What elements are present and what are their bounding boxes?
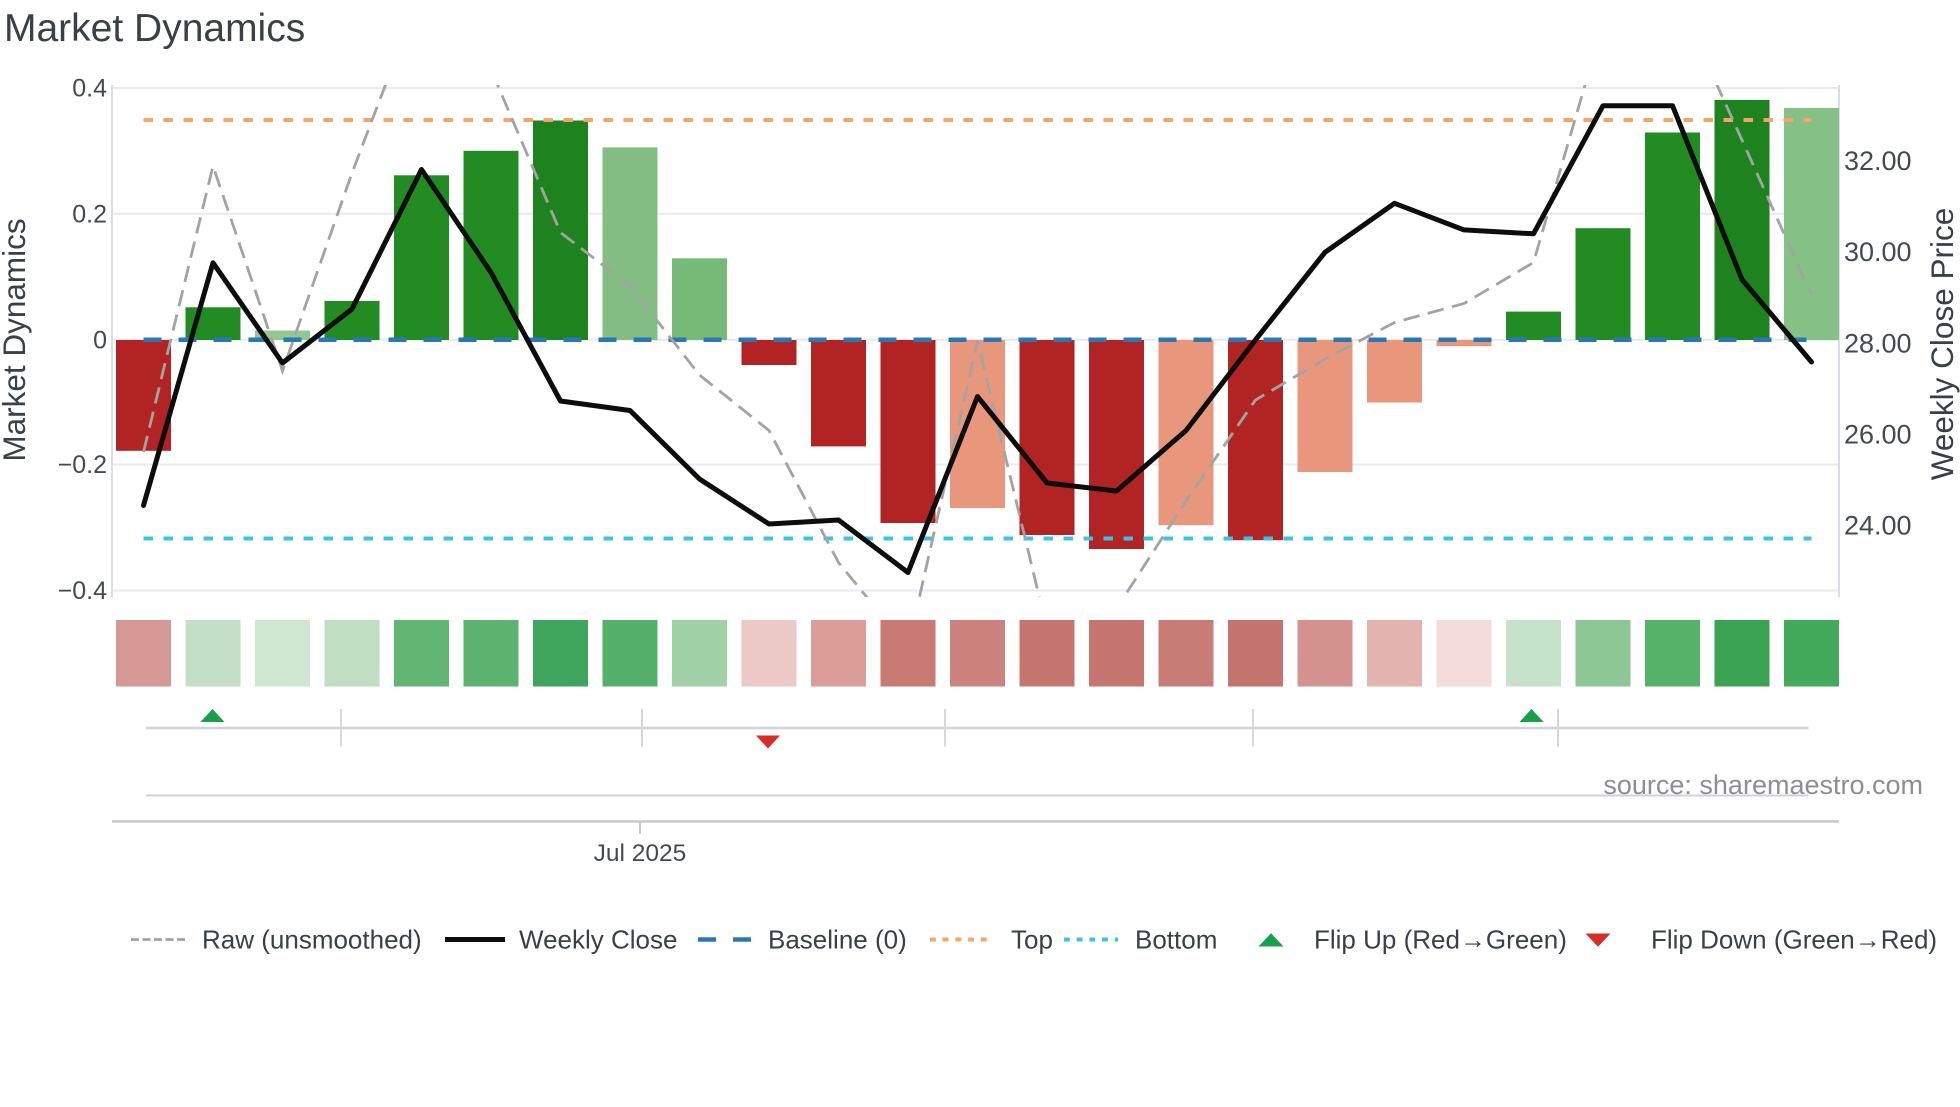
svg-text:Weekly Close Price: Weekly Close Price — [1924, 208, 1960, 481]
svg-text:32.00: 32.00 — [1844, 146, 1912, 176]
svg-text:Weekly Close: Weekly Close — [519, 925, 677, 955]
svg-text:28.00: 28.00 — [1844, 328, 1912, 358]
svg-text:−0.2: −0.2 — [58, 451, 107, 479]
svg-text:Top: Top — [1011, 925, 1053, 955]
svg-text:Baseline (0): Baseline (0) — [768, 925, 907, 955]
svg-text:30.00: 30.00 — [1844, 237, 1912, 267]
svg-text:26.00: 26.00 — [1844, 420, 1912, 450]
svg-text:source: sharemaestro.com: source: sharemaestro.com — [1603, 770, 1923, 800]
svg-text:Market Dynamics: Market Dynamics — [0, 218, 32, 461]
svg-text:Raw (unsmoothed): Raw (unsmoothed) — [202, 925, 422, 955]
svg-text:Bottom: Bottom — [1135, 925, 1217, 955]
svg-text:−0.4: −0.4 — [58, 577, 107, 605]
svg-text:24.00: 24.00 — [1844, 511, 1912, 541]
svg-text:Flip Down (Green→Red): Flip Down (Green→Red) — [1651, 925, 1937, 955]
svg-text:Flip Up (Red→Green): Flip Up (Red→Green) — [1314, 925, 1567, 955]
svg-text:0.4: 0.4 — [72, 75, 107, 103]
svg-text:Market Dynamics: Market Dynamics — [4, 7, 305, 50]
svg-text:Jul 2025: Jul 2025 — [594, 840, 687, 867]
svg-text:0.2: 0.2 — [72, 200, 107, 228]
svg-text:0: 0 — [93, 326, 107, 354]
